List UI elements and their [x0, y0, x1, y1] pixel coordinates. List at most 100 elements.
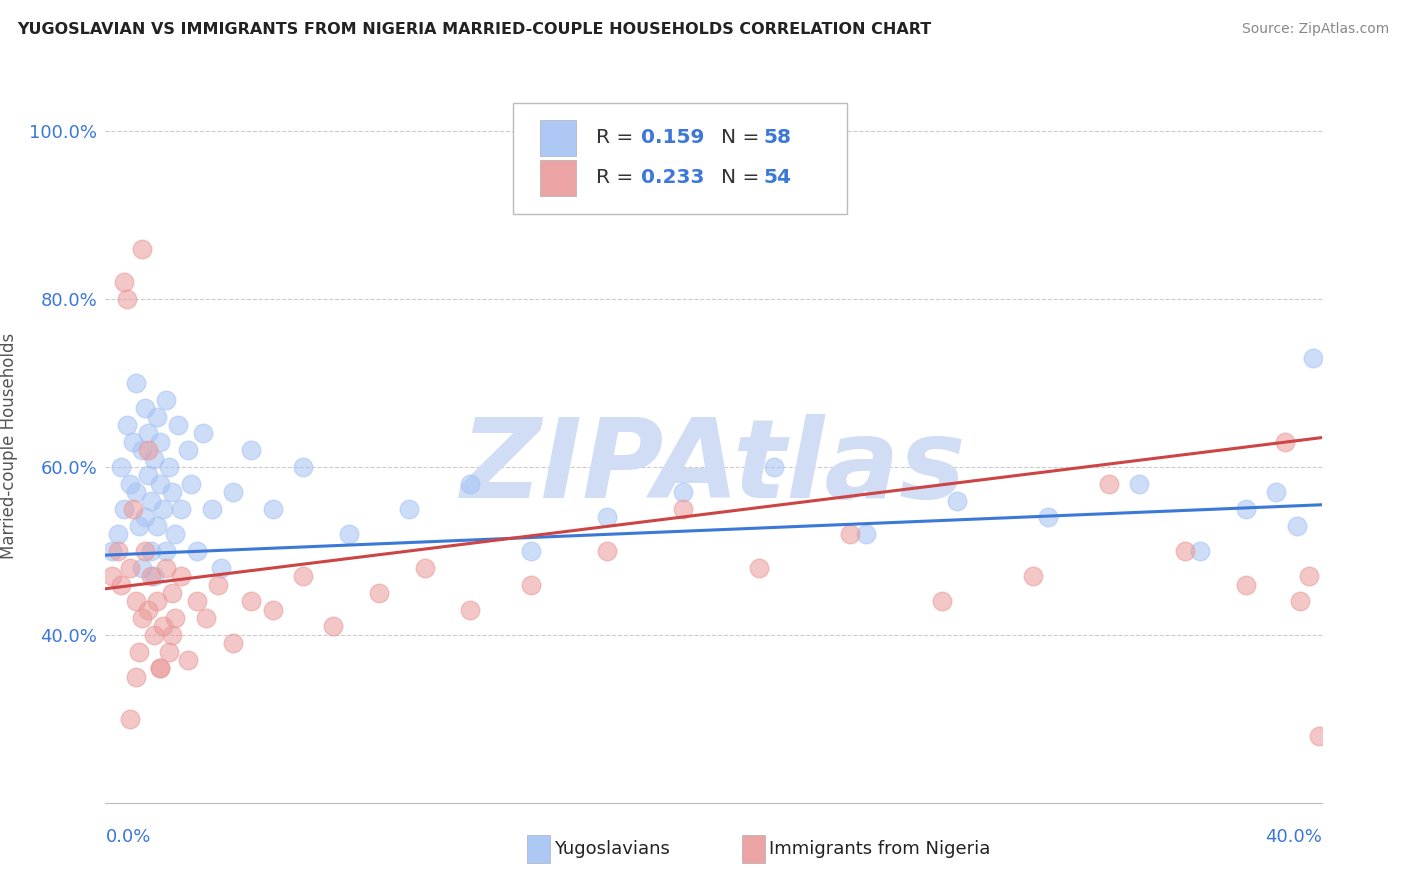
Point	[146, 518, 169, 533]
Point	[240, 594, 263, 608]
Point	[1286, 518, 1309, 533]
Point	[131, 560, 153, 574]
Point	[1022, 569, 1045, 583]
Point	[596, 544, 619, 558]
Point	[134, 401, 156, 416]
Point	[1274, 434, 1296, 449]
Point	[162, 628, 184, 642]
FancyBboxPatch shape	[540, 160, 576, 195]
Text: N =: N =	[721, 169, 766, 187]
Point	[1308, 729, 1330, 743]
Text: Immigrants from Nigeria: Immigrants from Nigeria	[769, 840, 990, 858]
Point	[1298, 569, 1320, 583]
Point	[1234, 502, 1257, 516]
Point	[125, 594, 148, 608]
Text: 58: 58	[763, 128, 792, 147]
Point	[118, 476, 141, 491]
Text: 0.0%: 0.0%	[105, 828, 150, 846]
Point	[191, 426, 214, 441]
Point	[1098, 476, 1121, 491]
Point	[207, 577, 229, 591]
Point	[1289, 594, 1312, 608]
Point	[413, 560, 436, 574]
Text: N =: N =	[721, 128, 766, 147]
Point	[520, 544, 543, 558]
Point	[931, 594, 953, 608]
Point	[118, 712, 141, 726]
Text: R =: R =	[596, 169, 640, 187]
Point	[180, 476, 202, 491]
Point	[458, 476, 481, 491]
Point	[121, 434, 143, 449]
Point	[107, 544, 129, 558]
Point	[1265, 485, 1288, 500]
Text: YUGOSLAVIAN VS IMMIGRANTS FROM NIGERIA MARRIED-COUPLE HOUSEHOLDS CORRELATION CHA: YUGOSLAVIAN VS IMMIGRANTS FROM NIGERIA M…	[17, 22, 931, 37]
Point	[149, 476, 172, 491]
Point	[139, 493, 162, 508]
Point	[155, 544, 177, 558]
Point	[165, 527, 187, 541]
Point	[128, 645, 150, 659]
Point	[945, 493, 967, 508]
Point	[149, 434, 172, 449]
Point	[115, 292, 138, 306]
Point	[155, 560, 177, 574]
Point	[112, 275, 135, 289]
Point	[115, 417, 138, 432]
Text: ZIPAtlas: ZIPAtlas	[461, 414, 966, 521]
FancyBboxPatch shape	[513, 103, 848, 214]
Point	[520, 577, 543, 591]
Point	[149, 661, 172, 675]
Point	[139, 569, 162, 583]
Point	[146, 594, 169, 608]
Point	[322, 619, 344, 633]
Point	[337, 527, 360, 541]
Point	[146, 409, 169, 424]
Point	[748, 560, 770, 574]
Text: 54: 54	[763, 169, 792, 187]
Point	[262, 502, 284, 516]
Point	[1302, 351, 1324, 365]
Point	[672, 485, 695, 500]
Point	[186, 594, 208, 608]
Point	[458, 603, 481, 617]
Point	[1188, 544, 1211, 558]
Point	[125, 485, 148, 500]
FancyBboxPatch shape	[540, 120, 576, 155]
Text: R =: R =	[596, 128, 640, 147]
Point	[134, 510, 156, 524]
Point	[176, 653, 198, 667]
Point	[201, 502, 224, 516]
Text: Yugoslavians: Yugoslavians	[554, 840, 669, 858]
Point	[136, 603, 159, 617]
Point	[149, 661, 172, 675]
Point	[157, 460, 180, 475]
Point	[167, 417, 190, 432]
Point	[222, 636, 245, 650]
Point	[855, 527, 877, 541]
Point	[165, 611, 187, 625]
Point	[176, 443, 198, 458]
Point	[170, 569, 193, 583]
Point	[107, 527, 129, 541]
Point	[162, 586, 184, 600]
Text: Source: ZipAtlas.com: Source: ZipAtlas.com	[1241, 22, 1389, 37]
Point	[162, 485, 184, 500]
Point	[136, 468, 159, 483]
Point	[152, 502, 174, 516]
Point	[112, 502, 135, 516]
Point	[839, 527, 862, 541]
Point	[110, 577, 132, 591]
Point	[134, 544, 156, 558]
Point	[157, 645, 180, 659]
Point	[186, 544, 208, 558]
Point	[155, 392, 177, 407]
Point	[1128, 476, 1150, 491]
Point	[139, 544, 162, 558]
Point	[292, 569, 315, 583]
Point	[100, 569, 122, 583]
Y-axis label: Married-couple Households: Married-couple Households	[0, 333, 18, 559]
Point	[125, 670, 148, 684]
Point	[222, 485, 245, 500]
Point	[209, 560, 232, 574]
